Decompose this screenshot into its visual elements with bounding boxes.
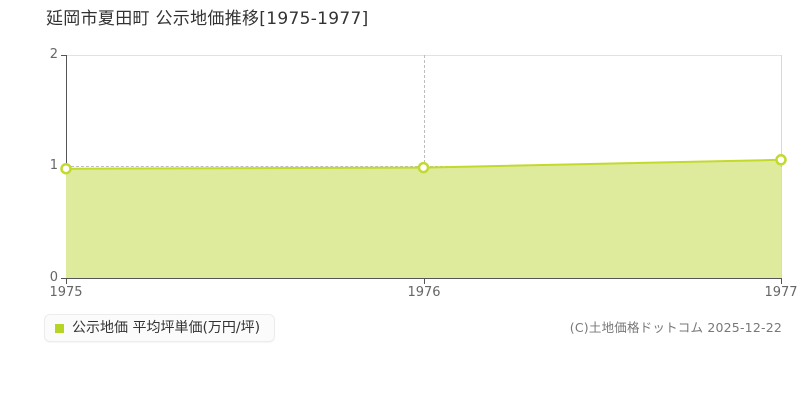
x-tick-label-1975: 1975	[49, 285, 83, 300]
y-tick-label-1: 1	[49, 158, 58, 173]
x-tickmark-1977	[781, 279, 782, 284]
x-tick-label-1977: 1977	[764, 285, 798, 300]
y-tick-label-2: 2	[49, 47, 58, 62]
y-tickmark-0	[61, 278, 67, 279]
y-tickmark-1	[61, 166, 67, 167]
y-axis-line	[66, 55, 67, 279]
y-tickmark-2	[61, 55, 67, 56]
x-tickmark-1976	[424, 279, 425, 284]
legend-label: 公示地価 平均坪単価(万円/坪)	[72, 320, 261, 336]
x-tickmark-1975	[66, 279, 67, 284]
legend-swatch-icon	[55, 323, 64, 333]
copyright-credit: (C)土地価格ドットコム 2025-12-22	[569, 320, 782, 335]
chart-legend[interactable]: 公示地価 平均坪単価(万円/坪)	[44, 314, 276, 342]
y-tick-label-0: 0	[49, 270, 58, 285]
chart-title: 延岡市夏田町 公示地価推移[1975-1977]	[46, 9, 369, 29]
gridline-x-1976	[424, 55, 425, 278]
x-tick-label-1976: 1976	[407, 285, 441, 300]
x-axis-line	[66, 278, 782, 279]
